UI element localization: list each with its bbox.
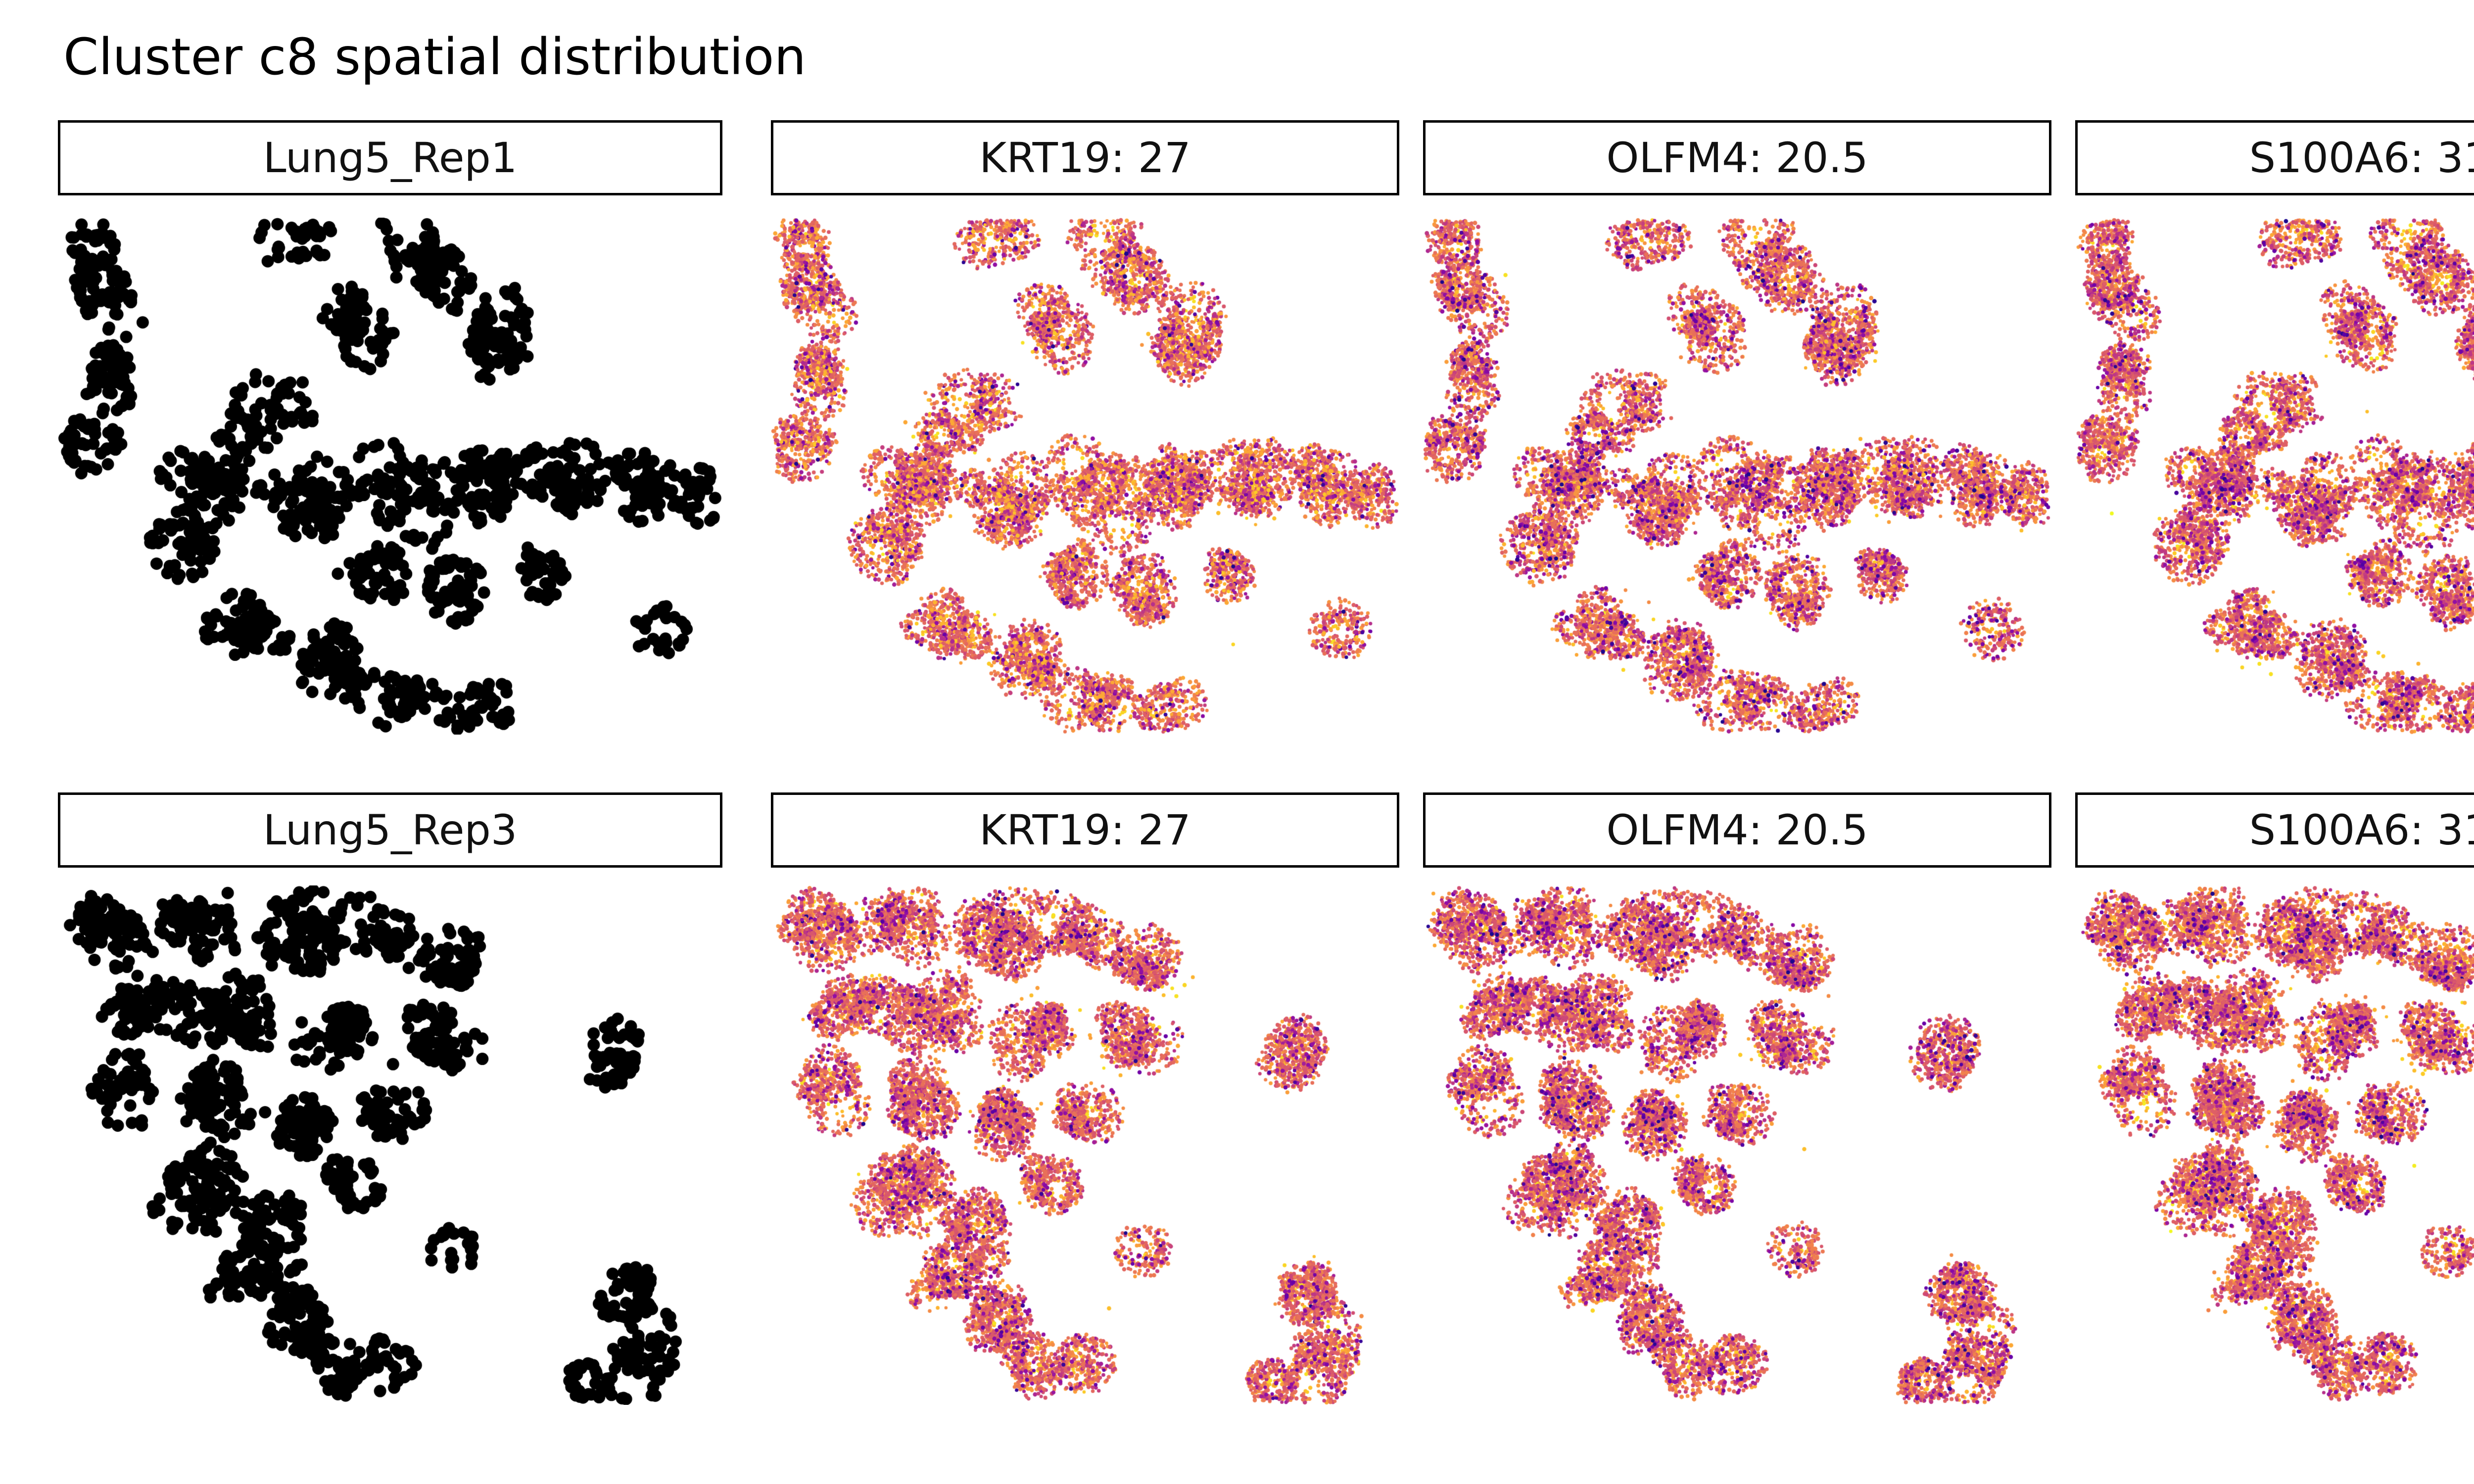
gene-header-olfm4-row1: OLFM4: 20.5 (1423, 120, 2051, 195)
page-title: Cluster c8 spatial distribution (63, 28, 807, 87)
expression-canvas-s100a6-row1 (2075, 218, 2474, 735)
sample-header-lung5-rep1: Lung5_Rep1 (58, 120, 722, 195)
gene-header-s100a6-row2: S100A6: 31.6 (2075, 792, 2474, 868)
gene-header-s100a6-row1: S100A6: 31.6 (2075, 120, 2474, 195)
expression-canvas-olfm4-row1 (1423, 218, 2051, 735)
expression-canvas-olfm4-row2 (1423, 885, 2051, 1405)
cell-scatter-canvas-lung5-rep1 (58, 218, 722, 735)
gene-header-krt19-row1: KRT19: 27 (771, 120, 1399, 195)
expression-canvas-krt19-row1 (771, 218, 1399, 735)
gene-header-krt19-row2: KRT19: 27 (771, 792, 1399, 868)
cell-scatter-canvas-lung5-rep3 (58, 885, 722, 1405)
expression-canvas-krt19-row2 (771, 885, 1399, 1405)
sample-header-lung5-rep3: Lung5_Rep3 (58, 792, 722, 868)
expression-canvas-s100a6-row2 (2075, 885, 2474, 1405)
gene-header-olfm4-row2: OLFM4: 20.5 (1423, 792, 2051, 868)
